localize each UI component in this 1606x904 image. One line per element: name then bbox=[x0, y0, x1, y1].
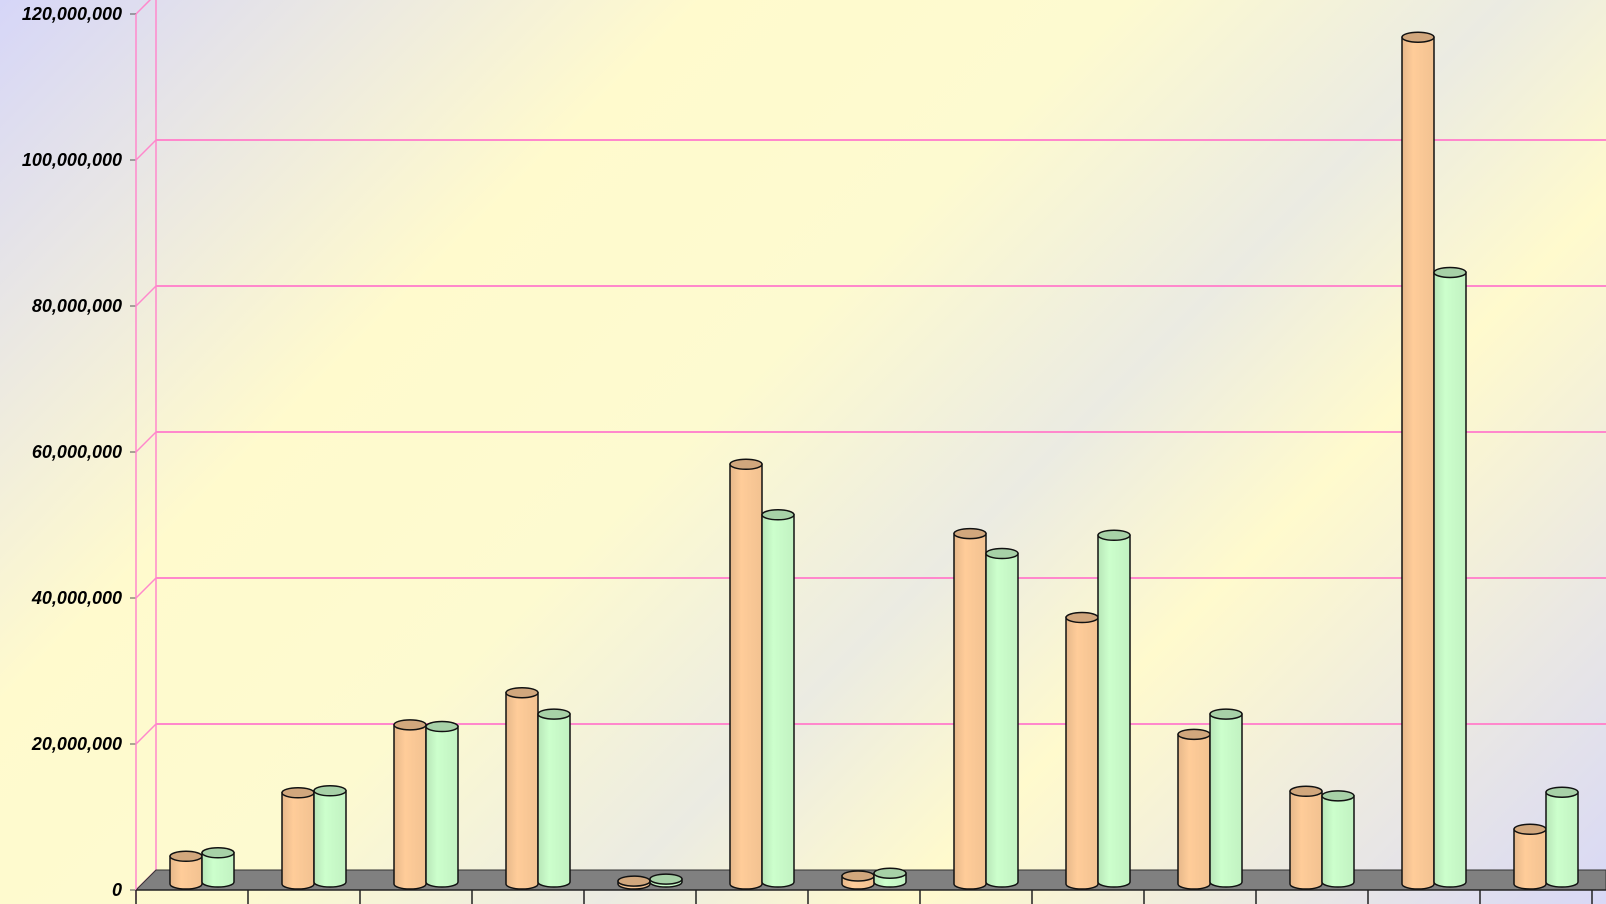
bar-s2-c5 bbox=[649, 873, 683, 888]
bars bbox=[169, 31, 1579, 890]
gridline-side bbox=[135, 139, 157, 161]
axes bbox=[130, 13, 1606, 904]
y-tick-label: 20,000,000 bbox=[31, 734, 122, 754]
bar-s1-c11 bbox=[1289, 785, 1323, 890]
gridline-side bbox=[135, 0, 152, 15]
bar-s1-c3 bbox=[393, 719, 427, 890]
bar-s1-c2 bbox=[281, 787, 315, 890]
bar-s1-c5 bbox=[617, 875, 651, 890]
bar-s1-c6 bbox=[729, 458, 763, 890]
gridline-side bbox=[135, 285, 157, 307]
bar-s2-c12 bbox=[1433, 266, 1467, 888]
y-tick-label: 100,000,000 bbox=[22, 150, 122, 170]
bar-s2-c9 bbox=[1097, 529, 1131, 888]
gridlines bbox=[135, 0, 1606, 891]
bar-s2-c2 bbox=[313, 785, 347, 888]
bar-s2-c11 bbox=[1321, 790, 1355, 888]
y-tick-label: 60,000,000 bbox=[32, 442, 122, 462]
y-tick-label: 80,000,000 bbox=[32, 296, 122, 316]
bar-s2-c8 bbox=[985, 547, 1019, 888]
bar-s2-c3 bbox=[425, 720, 459, 888]
bar-s1-c4 bbox=[505, 686, 539, 890]
bar-s1-c8 bbox=[953, 527, 987, 890]
bar-s2-c10 bbox=[1209, 708, 1243, 888]
bar-s1-c7 bbox=[841, 870, 875, 890]
y-tick-label: 40,000,000 bbox=[31, 588, 122, 608]
bar-s1-c1 bbox=[169, 850, 203, 890]
y-tick-label: 0 bbox=[112, 880, 122, 900]
gridline-side bbox=[135, 577, 157, 599]
bar-s2-c13 bbox=[1545, 786, 1579, 888]
gridline-side bbox=[135, 723, 157, 745]
y-tick-labels: 0 20,000,000 40,000,000 60,000,000 80,000,00… bbox=[22, 4, 122, 900]
bar-s1-c13 bbox=[1513, 823, 1547, 890]
gridline-side bbox=[135, 431, 157, 453]
bar-s2-c1 bbox=[201, 847, 235, 888]
bar-s2-c4 bbox=[537, 708, 571, 888]
bar-s1-c12 bbox=[1401, 31, 1435, 890]
y-tick-label: 120,000,000 bbox=[22, 4, 122, 24]
bar-s1-c9 bbox=[1065, 611, 1099, 890]
bar-s2-c7 bbox=[873, 867, 907, 888]
bar-s2-c6 bbox=[761, 509, 795, 888]
bar-s1-c10 bbox=[1177, 728, 1211, 890]
